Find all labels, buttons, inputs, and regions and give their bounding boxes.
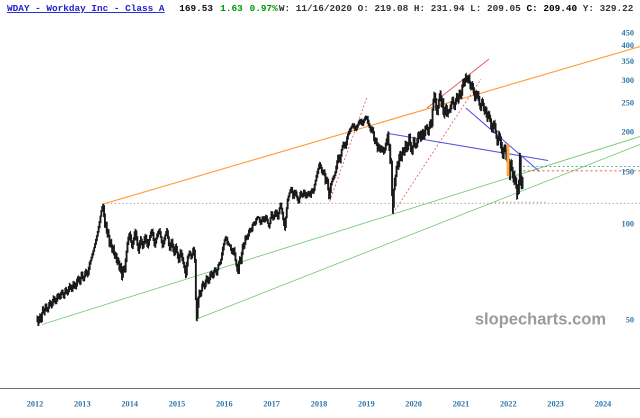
svg-text:200: 200: [622, 128, 634, 137]
svg-text:450: 450: [622, 29, 634, 38]
svg-text:2023: 2023: [547, 400, 564, 409]
svg-text:2018: 2018: [311, 400, 328, 409]
svg-text:169.53: 169.53: [179, 3, 213, 14]
svg-text:2012: 2012: [27, 400, 44, 409]
svg-text:1.63: 1.63: [220, 3, 243, 14]
svg-text:2022: 2022: [500, 400, 517, 409]
svg-text:150: 150: [622, 168, 634, 177]
svg-text:2017: 2017: [263, 400, 280, 409]
svg-text:50: 50: [626, 315, 634, 324]
svg-text:2015: 2015: [169, 400, 186, 409]
svg-text:2014: 2014: [121, 400, 138, 409]
svg-text:350: 350: [622, 57, 634, 66]
svg-text:W: 11/16/2020 O: 219.08 H: 231: W: 11/16/2020 O: 219.08 H: 231.94 L: 209…: [279, 3, 634, 14]
svg-text:2020: 2020: [405, 400, 422, 409]
svg-text:400: 400: [622, 41, 634, 50]
svg-text:100: 100: [622, 219, 634, 228]
svg-text:2024: 2024: [595, 400, 612, 409]
svg-text:2016: 2016: [216, 400, 233, 409]
svg-text:2021: 2021: [453, 400, 470, 409]
svg-text:2019: 2019: [358, 400, 375, 409]
svg-text:300: 300: [622, 76, 634, 85]
svg-text:250: 250: [622, 99, 634, 108]
svg-text:slopecharts.com: slopecharts.com: [475, 311, 606, 329]
svg-text:2013: 2013: [74, 400, 91, 409]
svg-text:WDAY - Workday Inc - Class A: WDAY - Workday Inc - Class A: [7, 3, 165, 14]
svg-text:0.97%: 0.97%: [250, 3, 279, 14]
